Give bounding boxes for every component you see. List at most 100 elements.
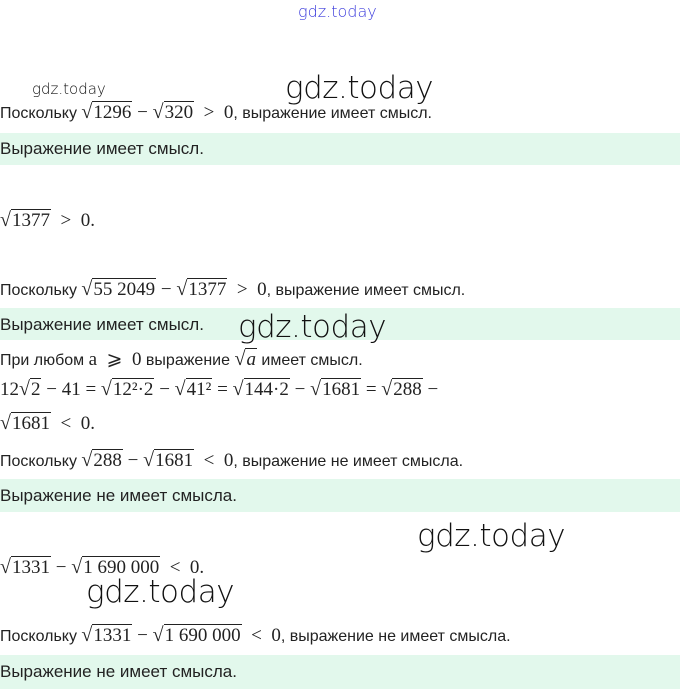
answer-text: Выражение не имеет смысла. <box>0 662 237 681</box>
square-root: √1 690 000 <box>152 624 242 646</box>
radicand: 320 <box>163 101 195 123</box>
math-line: √1681 < 0. <box>0 411 95 437</box>
answer-text: Выражение имеет смысл. <box>0 139 204 158</box>
square-root: √288 <box>381 378 423 400</box>
math-segment: < 0 <box>194 450 234 471</box>
text-segment: , выражение имеет смысл. <box>233 105 432 122</box>
radicand: 288 <box>392 378 423 400</box>
square-root: √1681 <box>143 449 195 471</box>
radicand: 1377 <box>10 209 51 231</box>
math-segment: − <box>50 557 72 578</box>
math-segment: − <box>422 379 439 400</box>
radical-sign-icon: √ <box>152 624 164 646</box>
square-root: √1681 <box>310 378 362 400</box>
math-segment: 12 <box>0 379 19 400</box>
math-line: √1377 > 0. <box>0 208 95 234</box>
text-segment: выражение <box>141 352 235 369</box>
text-segment: , выражение не имеет смысла. <box>233 453 464 470</box>
text-segment: Поскольку <box>0 628 82 645</box>
square-root: √1681 <box>0 412 51 434</box>
square-root: √55 2049 <box>81 278 157 300</box>
text-segment: Поскольку <box>0 453 82 470</box>
square-root: √320 <box>152 101 195 123</box>
math-segment: − <box>289 379 311 400</box>
radicand: 41² <box>185 378 213 400</box>
radicand: 1 690 000 <box>163 624 242 646</box>
radicand: 1681 <box>321 378 362 400</box>
text-segment: Поскольку <box>0 282 82 299</box>
radicand: 1331 <box>10 556 51 578</box>
radical-sign-icon: √ <box>310 378 322 400</box>
watermark-small: gdz.today <box>32 80 106 98</box>
radical-sign-icon: √ <box>100 378 112 400</box>
radical-sign-icon: √ <box>174 378 186 400</box>
square-root: √41² <box>174 378 213 400</box>
radicand: 1 690 000 <box>82 556 161 578</box>
math-segment: > 0. <box>50 210 95 231</box>
math-segment: a ⩾ 0 <box>88 349 142 370</box>
math-segment: − <box>132 625 153 646</box>
math-segment: − <box>156 279 177 300</box>
radicand: 55 2049 <box>92 278 157 300</box>
radicand: 12²·2 <box>111 378 155 400</box>
radical-sign-icon: √ <box>381 378 393 400</box>
square-root: √1296 <box>81 101 133 123</box>
math-segment: = <box>361 379 382 400</box>
radicand: 1331 <box>92 624 133 646</box>
answer-text: Выражение имеет смысл. <box>0 315 204 334</box>
math-segment: − <box>154 379 175 400</box>
square-root: √1 690 000 <box>71 556 161 578</box>
square-root: √144·2 <box>232 378 290 400</box>
square-root: √288 <box>81 449 123 471</box>
answer-band: Выражение имеет смысл. <box>0 308 680 340</box>
square-root: √1331 <box>81 624 133 646</box>
radicand: 288 <box>92 449 123 471</box>
math-line: Поскольку √1331 − √1 690 000 < 0, выраже… <box>0 623 511 649</box>
square-root: √1377 <box>176 278 228 300</box>
radicand: 1296 <box>92 101 133 123</box>
square-root: √a <box>234 348 257 370</box>
radicand: 144·2 <box>243 378 290 400</box>
radicand: a <box>245 348 257 370</box>
radical-sign-icon: √ <box>152 101 164 123</box>
math-segment: − <box>122 450 144 471</box>
answer-band: Выражение не имеет смысла. <box>0 479 680 512</box>
radical-sign-icon: √ <box>81 624 93 646</box>
math-line: 12√2 − 41 = √12²·2 − √41² = √144·2 − √16… <box>0 377 438 403</box>
radical-sign-icon: √ <box>0 209 11 231</box>
math-segment: < 0 <box>241 625 281 646</box>
square-root: √1377 <box>0 209 51 231</box>
radicand: 1681 <box>10 412 51 434</box>
radicand: 1377 <box>187 278 228 300</box>
radicand: 1681 <box>154 449 195 471</box>
math-segment: = <box>212 379 233 400</box>
radical-sign-icon: √ <box>81 278 93 300</box>
text-segment: имеет смысл. <box>256 352 363 369</box>
text-segment: При любом <box>0 352 89 369</box>
watermark-top: gdz.today <box>298 2 377 21</box>
radical-sign-icon: √ <box>234 348 246 370</box>
answer-text: Выражение не имеет смысла. <box>0 486 237 505</box>
math-segment: < 0. <box>50 413 95 434</box>
watermark: gdz.today <box>86 574 235 610</box>
text-segment: , выражение не имеет смысла. <box>280 628 511 645</box>
watermark: gdz.today <box>285 70 434 106</box>
radical-sign-icon: √ <box>0 412 11 434</box>
square-root: √2 <box>19 378 42 400</box>
text-segment: , выражение имеет смысл. <box>266 282 466 299</box>
math-segment: < 0. <box>160 557 205 578</box>
radical-sign-icon: √ <box>81 449 93 471</box>
math-line: √1331 − √1 690 000 < 0. <box>0 555 204 581</box>
radical-sign-icon: √ <box>176 278 188 300</box>
square-root: √1331 <box>0 556 51 578</box>
watermark: gdz.today <box>417 518 566 554</box>
math-segment: > 0 <box>227 279 267 300</box>
math-line: Поскольку √288 − √1681 < 0, выражение не… <box>0 448 463 474</box>
text-segment: Поскольку <box>0 105 82 122</box>
square-root: √12²·2 <box>100 378 155 400</box>
answer-band: Выражение не имеет смысла. <box>0 655 680 689</box>
radical-sign-icon: √ <box>232 378 244 400</box>
watermark: gdz.today <box>238 309 387 345</box>
radicand: 2 <box>29 378 42 400</box>
radical-sign-icon: √ <box>81 101 93 123</box>
